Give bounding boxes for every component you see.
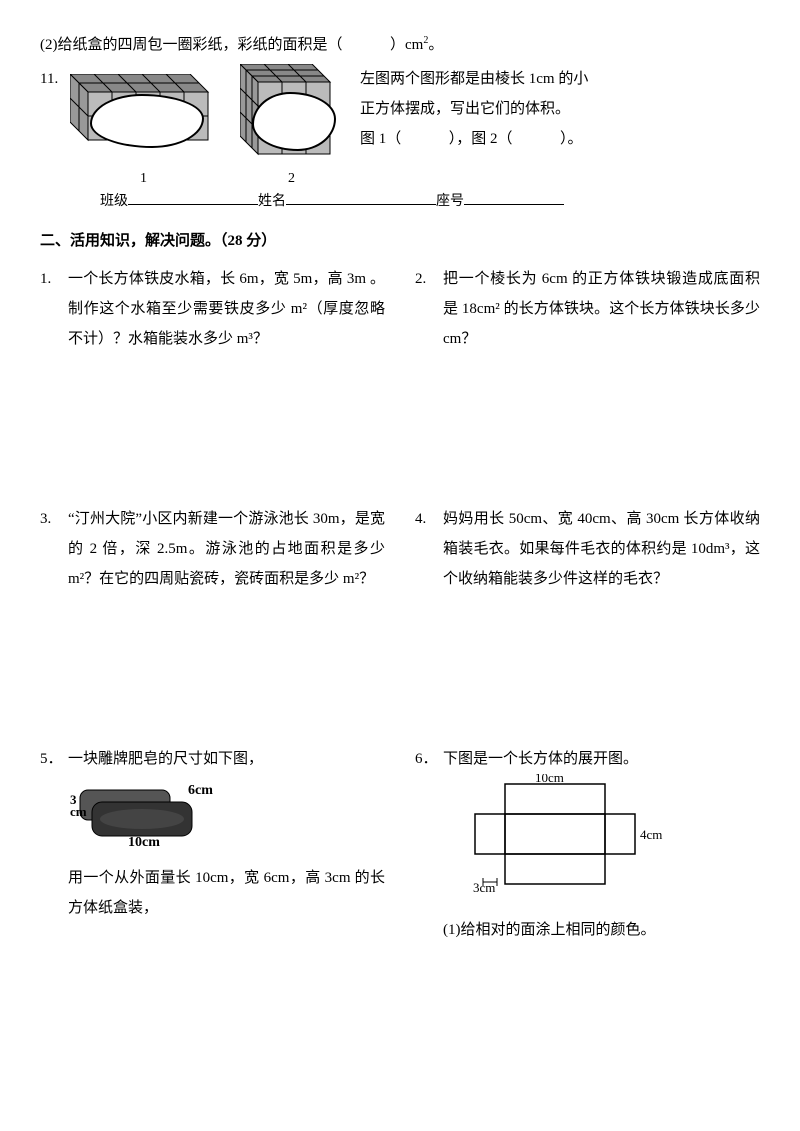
p6-num: 6． (415, 744, 443, 774)
p2-num: 2. (415, 264, 443, 354)
label-seat: 座号 (436, 188, 464, 216)
q11-number: 11. (40, 64, 70, 94)
section-2-title: 二、活用知识，解决问题。（28 分） (40, 226, 760, 256)
p4-text: 妈妈用长 50cm、宽 40cm、高 30cm 长方体收纳箱装毛衣。如果每件毛衣… (443, 504, 760, 594)
problem-1: 1. 一个长方体铁皮水箱，长 6m，宽 5m，高 3m 。制作这个水箱至少需要铁… (40, 264, 385, 354)
problem-4: 4. 妈妈用长 50cm、宽 40cm、高 30cm 长方体收纳箱装毛衣。如果每… (415, 504, 760, 594)
q11-figures: 1 2 (70, 64, 350, 184)
svg-text:10cm: 10cm (128, 835, 160, 848)
p6-sub1: (1)给相对的面涂上相同的颜色。 (443, 915, 760, 945)
question-11: 11. (40, 64, 760, 184)
problem-5: 5． 一块雕牌肥皂的尺寸如下图， 6cm 3 cm 10cm 用一个从外面量长 … (40, 744, 385, 945)
q11-fig2-label: 2 (288, 165, 295, 193)
svg-text:6cm: 6cm (188, 783, 213, 798)
row-p5-p6: 5． 一块雕牌肥皂的尺寸如下图， 6cm 3 cm 10cm 用一个从外面量长 … (40, 744, 760, 945)
svg-text:cm: cm (70, 804, 87, 819)
q11-line1: 左图两个图形都是由棱长 1cm 的小 (360, 64, 760, 94)
soap-figure: 6cm 3 cm 10cm (70, 778, 385, 859)
blank-seat[interactable] (464, 188, 564, 205)
q11-text: 左图两个图形都是由棱长 1cm 的小 正方体摆成，写出它们的体积。 图 1（ ）… (350, 64, 760, 154)
problem-3: 3. “汀州大院”小区内新建一个游泳池长 30m，是宽的 2 倍，深 2.5m。… (40, 504, 385, 594)
row-p1-p2: 1. 一个长方体铁皮水箱，长 6m，宽 5m，高 3m 。制作这个水箱至少需要铁… (40, 264, 760, 354)
p1-text: 一个长方体铁皮水箱，长 6m，宽 5m，高 3m 。制作这个水箱至少需要铁皮多少… (68, 264, 385, 354)
q2-text-b: ）cm (390, 37, 423, 53)
label-name: 姓名 (258, 188, 286, 216)
cloud-inner-1 (100, 102, 185, 140)
p2-text: 把一个棱长为 6cm 的正方体铁块锻造成底面积是 18cm² 的长方体铁块。这个… (443, 264, 760, 354)
q2-text-a: (2)给纸盒的四周包一圈彩纸，彩纸的面积是（ (40, 37, 343, 53)
problem-2: 2. 把一个棱长为 6cm 的正方体铁块锻造成底面积是 18cm² 的长方体铁块… (415, 264, 760, 354)
q11-line2: 正方体摆成，写出它们的体积。 (360, 94, 760, 124)
label-class: 班级 (100, 188, 128, 216)
row-p3-p4: 3. “汀州大院”小区内新建一个游泳池长 30m，是宽的 2 倍，深 2.5m。… (40, 504, 760, 594)
p3-text: “汀州大院”小区内新建一个游泳池长 30m，是宽的 2 倍，深 2.5m。游泳池… (68, 504, 385, 594)
q11-fig1-label: 1 (140, 165, 147, 193)
p3-num: 3. (40, 504, 68, 594)
p4-num: 4. (415, 504, 443, 594)
svg-text:10cm: 10cm (535, 774, 564, 785)
p5-line1: 一块雕牌肥皂的尺寸如下图， (68, 744, 385, 774)
svg-text:4cm: 4cm (640, 827, 662, 842)
q2-text-c: 。 (428, 37, 443, 53)
blank-class[interactable] (128, 188, 258, 205)
cloud-inner-2 (260, 100, 320, 140)
p6-line1: 下图是一个长方体的展开图。 (443, 744, 760, 774)
p5-line2: 用一个从外面量长 10cm，宽 6cm，高 3cm 的长方体纸盒装， (68, 863, 385, 923)
q11-figure-1: 1 (70, 74, 220, 175)
q11-figure-2: 2 (240, 64, 340, 175)
p1-num: 1. (40, 264, 68, 354)
cuboid-net-figure: 10cm 4cm 3cm (445, 774, 760, 915)
blank-name[interactable] (286, 188, 436, 205)
q11-line3: 图 1（ ），图 2（ ）。 (360, 124, 760, 154)
p5-num: 5． (40, 744, 68, 774)
problem-6: 6． 下图是一个长方体的展开图。 10cm 4cm 3cm (1)给相对的面涂上… (415, 744, 760, 945)
question-paper-wrap: (2)给纸盒的四周包一圈彩纸，彩纸的面积是（ ）cm2。 (40, 30, 760, 60)
student-info-line: 班级 姓名 座号 (40, 188, 760, 216)
